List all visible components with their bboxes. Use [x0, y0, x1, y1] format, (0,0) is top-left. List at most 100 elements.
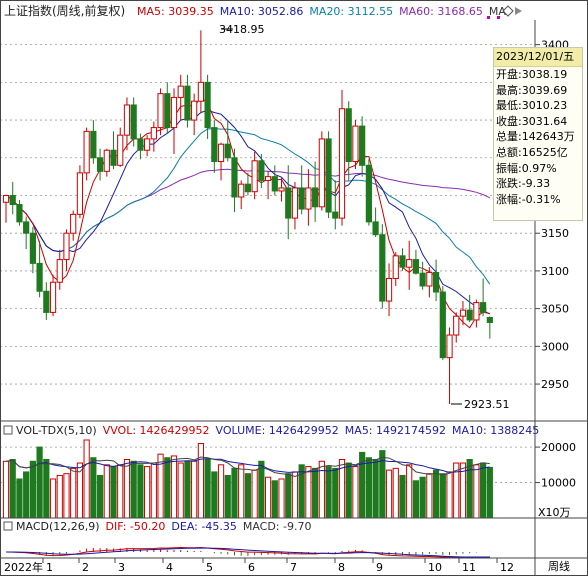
candle-body[interactable] — [177, 85, 184, 98]
panel-toggle-icon[interactable] — [3, 425, 13, 435]
panel-toggle-icon[interactable] — [3, 521, 13, 531]
candle-body[interactable] — [130, 104, 137, 140]
volume-bar[interactable] — [217, 464, 225, 519]
volume-bar[interactable] — [191, 460, 198, 519]
candle-body[interactable] — [70, 213, 77, 234]
volume-bar[interactable] — [123, 459, 131, 519]
candle-body[interactable] — [150, 127, 157, 140]
volume-bar[interactable] — [103, 464, 110, 519]
candle-body[interactable] — [96, 157, 104, 172]
candle-body[interactable] — [278, 187, 285, 192]
candle-body[interactable] — [419, 272, 426, 287]
volume-bar[interactable] — [90, 457, 97, 519]
volume-bar[interactable] — [224, 474, 231, 519]
candle-body[interactable] — [43, 290, 50, 313]
candle-body[interactable] — [385, 277, 393, 302]
volume-bar[interactable] — [325, 466, 332, 519]
candle-body[interactable] — [352, 125, 359, 163]
volume-bar[interactable] — [419, 476, 426, 519]
candle-body[interactable] — [285, 187, 292, 219]
candle-body[interactable] — [332, 211, 339, 219]
volume-bar[interactable] — [9, 459, 16, 519]
candle-body[interactable] — [56, 259, 63, 283]
candle-body[interactable] — [486, 317, 493, 323]
volume-bar[interactable] — [23, 471, 30, 519]
candle-body[interactable] — [123, 104, 131, 136]
period-label[interactable]: 周线 — [548, 559, 570, 573]
candle-body[interactable] — [264, 176, 272, 181]
volume-bar[interactable] — [278, 478, 285, 519]
candle-body[interactable] — [345, 108, 352, 163]
candle-body[interactable] — [379, 234, 386, 302]
candle-body[interactable] — [191, 100, 198, 121]
volume-bar[interactable] — [426, 473, 433, 519]
volume-bar[interactable] — [291, 471, 299, 519]
candle-body[interactable] — [204, 81, 211, 129]
candle-body[interactable] — [170, 96, 178, 129]
candle-body[interactable] — [338, 108, 346, 219]
volume-bar[interactable] — [117, 464, 124, 519]
volume-bars[interactable] — [2, 439, 493, 519]
candle-body[interactable] — [238, 183, 245, 198]
candle-body[interactable] — [432, 271, 440, 293]
candle-body[interactable] — [197, 81, 204, 102]
volume-bar[interactable] — [83, 439, 90, 519]
volume-bar[interactable] — [486, 466, 493, 519]
candle-body[interactable] — [453, 315, 460, 336]
candle-body[interactable] — [157, 93, 164, 129]
candle-body[interactable] — [231, 157, 238, 198]
candle-body[interactable] — [365, 164, 372, 223]
candle-body[interactable] — [144, 138, 151, 151]
candle-body[interactable] — [110, 149, 117, 166]
volume-bar[interactable] — [197, 443, 204, 519]
volume-bar[interactable] — [144, 466, 151, 519]
candle-body[interactable] — [392, 255, 399, 279]
candle-body[interactable] — [211, 127, 218, 163]
volume-bar[interactable] — [412, 480, 420, 519]
candle-body[interactable] — [49, 281, 57, 313]
candle-body[interactable] — [23, 221, 30, 234]
candle-body[interactable] — [466, 309, 473, 321]
volume-bar[interactable] — [318, 460, 325, 519]
volume-bar[interactable] — [285, 473, 292, 519]
volume-bar[interactable] — [271, 480, 278, 519]
candle-body[interactable] — [298, 187, 305, 210]
volume-bar[interactable] — [110, 466, 117, 519]
candle-body[interactable] — [372, 221, 379, 236]
volume-bar[interactable] — [130, 460, 137, 519]
candle-body[interactable] — [103, 149, 110, 172]
volume-bar[interactable] — [399, 474, 406, 519]
candle-body[interactable] — [164, 93, 171, 129]
volume-bar[interactable] — [244, 473, 252, 519]
volume-bar[interactable] — [36, 446, 43, 519]
candle-body[interactable] — [90, 130, 97, 159]
volume-bar[interactable] — [211, 471, 218, 519]
volume-bar[interactable] — [480, 462, 487, 519]
candle-body[interactable] — [271, 176, 278, 192]
candle-body[interactable] — [117, 134, 124, 166]
candle-body[interactable] — [305, 187, 312, 210]
volume-bar[interactable] — [372, 459, 379, 519]
volume-bar[interactable] — [96, 474, 104, 519]
volume-bar[interactable] — [170, 455, 178, 519]
candle-body[interactable] — [83, 130, 90, 174]
candle-body[interactable] — [318, 138, 325, 208]
candle-body[interactable] — [406, 259, 413, 268]
volume-bar[interactable] — [238, 464, 245, 519]
candle-body[interactable] — [359, 125, 366, 166]
volume-bar[interactable] — [204, 459, 211, 519]
candle-body[interactable] — [36, 262, 43, 292]
candlestick-series[interactable] — [2, 30, 493, 405]
volume-bar[interactable] — [439, 473, 446, 519]
volume-bar[interactable] — [251, 469, 258, 519]
candle-body[interactable] — [16, 204, 23, 223]
volume-bar[interactable] — [473, 464, 480, 519]
volume-bar[interactable] — [258, 460, 265, 519]
candle-body[interactable] — [412, 259, 420, 274]
candle-body[interactable] — [446, 334, 453, 359]
candle-body[interactable] — [399, 255, 406, 268]
volume-bar[interactable] — [345, 462, 352, 519]
volume-bar[interactable] — [177, 462, 184, 519]
candle-body[interactable] — [217, 143, 225, 163]
candle-body[interactable] — [312, 187, 319, 208]
